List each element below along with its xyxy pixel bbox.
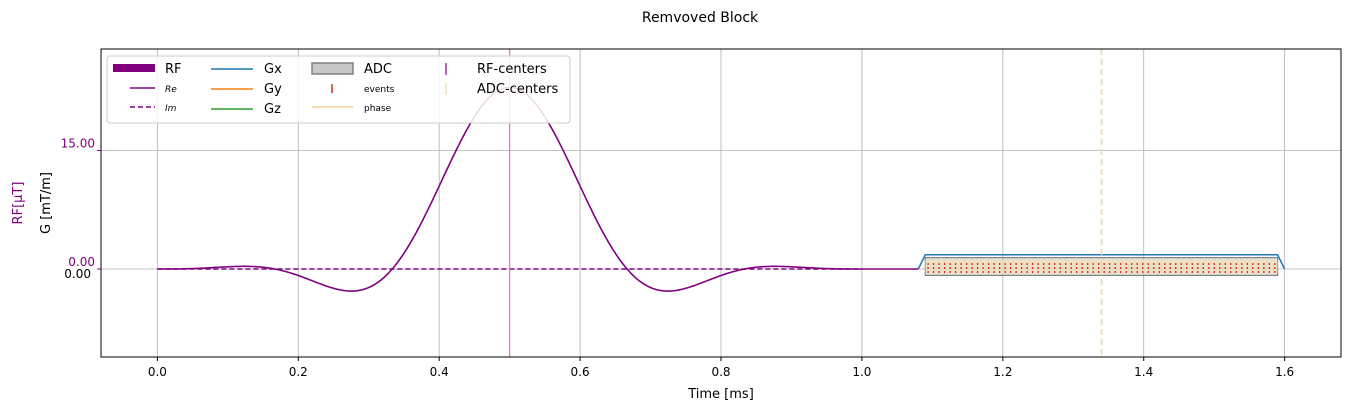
x-axis-label: Time [ms]	[687, 387, 754, 402]
chart-title: Remvoved Block	[642, 10, 759, 26]
y-tick-label-rf: 15.00	[61, 137, 95, 151]
legend-rf-centers-label: RF-centers	[477, 62, 547, 77]
x-tick-label: 0.8	[711, 365, 730, 379]
legend: RF Re Im Gx Gy Gz ADC events phase RF-ce…	[106, 55, 571, 124]
x-tick-label: 0.2	[289, 365, 308, 379]
legend-im-label: Im	[165, 104, 177, 114]
y-axis-label-rf: RF[μT]	[11, 182, 26, 225]
x-tick-label: 1.2	[993, 365, 1012, 379]
legend-phase-label: phase	[364, 104, 392, 114]
legend-rf-swatch	[113, 64, 155, 72]
x-tick-label: 0.6	[571, 365, 590, 379]
legend-gy-label: Gy	[264, 82, 282, 97]
legend-adc-label: ADC	[364, 62, 392, 77]
x-tick-label: 1.6	[1275, 365, 1294, 379]
y-tick-label-rf: 0.00	[68, 255, 95, 269]
x-axis-ticks: 0.0 0.2 0.4 0.6 0.8 1.0 1.2 1.4 1.6	[148, 357, 1294, 379]
y-axis-label-gradient: G [mT/m]	[39, 172, 54, 234]
x-tick-label: 1.0	[852, 365, 871, 379]
x-tick-label: 0.4	[430, 365, 449, 379]
y-tick-label-gradient: 0.00	[64, 267, 91, 281]
x-tick-label: 1.4	[1134, 365, 1153, 379]
legend-re-label: Re	[165, 85, 177, 95]
legend-frame	[106, 55, 571, 124]
y-axis-ticks: 0.000.00 15.00	[61, 137, 101, 281]
legend-gz-label: Gz	[264, 102, 281, 117]
legend-adc-centers-label: ADC-centers	[477, 82, 558, 97]
adc-phase-fill	[925, 259, 1278, 274]
legend-rf-label: RF	[165, 62, 182, 77]
x-tick-label: 0.0	[148, 365, 167, 379]
legend-gx-label: Gx	[264, 62, 282, 77]
legend-events-label: events	[364, 85, 395, 95]
legend-adc-swatch	[311, 62, 354, 75]
